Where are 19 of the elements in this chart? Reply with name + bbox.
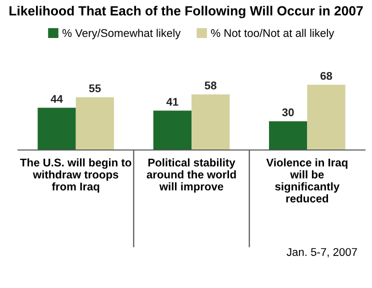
legend-label: % Very/Somewhat likely [62,28,181,40]
bar [192,94,230,150]
chart-title: Likelihood That Each of the Following Will Occur in 2007 [10,6,363,18]
data-label: 44 [50,95,63,103]
x-tick-label: Violence in Iraq will be significantly reduced [266,158,348,202]
bar [76,97,114,150]
x-tick-label: The U.S. will begin to withdraw troops from Iraq [20,158,132,193]
text: Jan. 5-7, 2007 [286,248,357,258]
x-tick-label: Political stability around the world will improve [146,158,236,193]
data-label: 58 [204,82,216,90]
data-label: 55 [89,84,101,92]
bar [268,121,308,150]
data-label: 41 [166,98,178,106]
data-label: 30 [282,108,294,116]
data-label: 68 [320,72,332,80]
bar [38,108,76,150]
bar [153,110,192,150]
legend-label: % Not too/Not at all likely [211,28,334,40]
bar [307,84,346,150]
